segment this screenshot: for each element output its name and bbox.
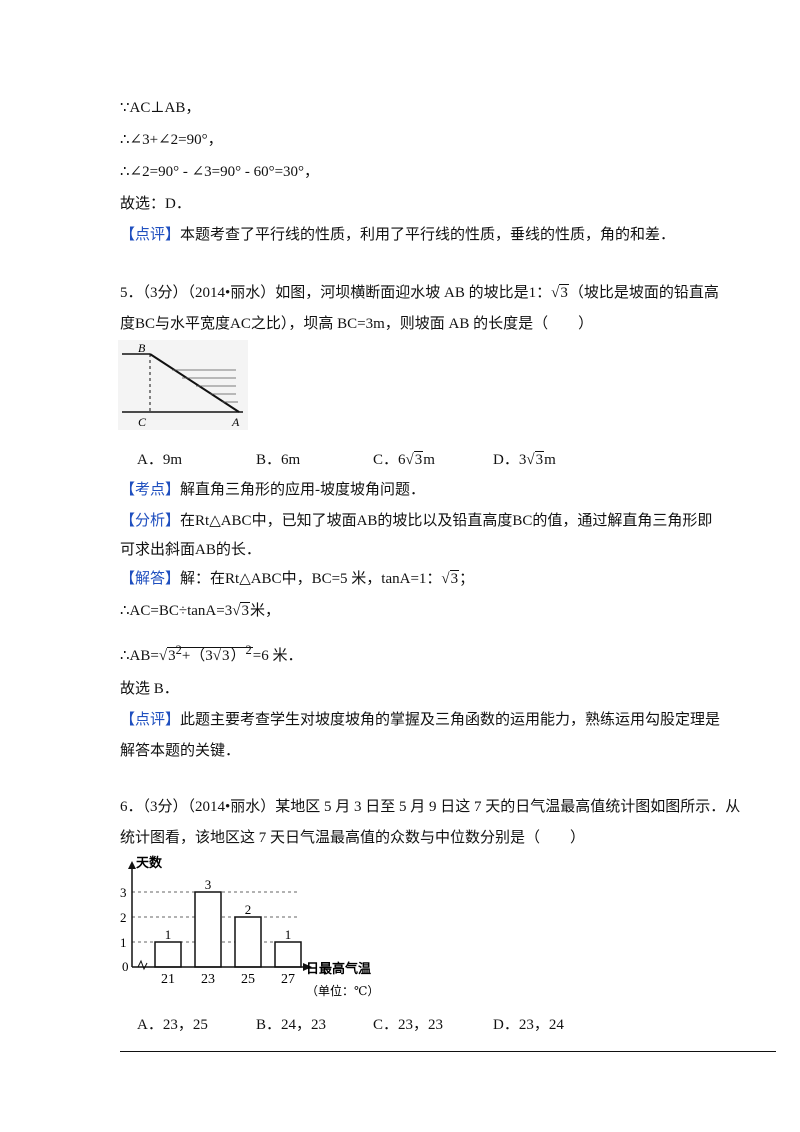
axis-break-icon — [137, 959, 148, 971]
paren: ） — [230, 648, 246, 664]
label-a: A — [231, 415, 240, 429]
base: 3 — [168, 648, 176, 664]
bar-data-label: 1 — [165, 927, 172, 942]
option-b[interactable]: B．6m — [256, 452, 301, 468]
q5-ratio-prefix: 1： — [528, 285, 552, 301]
sqrt-expression: √32+（3√3）2 — [158, 643, 253, 664]
bar-data-label: 2 — [245, 902, 252, 917]
option-d[interactable]: D．23，24 — [493, 1017, 564, 1033]
q6-stem-line2: 统计图看，该地区这 7 天日气温最高值的众数与中位数分别是（ ） — [120, 830, 586, 846]
fenxi-line2: 可求出斜面AB的长． — [120, 542, 261, 558]
radicand: 32+（3√3）2 — [167, 643, 253, 664]
page-divider — [120, 1051, 776, 1052]
comment-text: 此题主要考查学生对坡度坡角的掌握及三角函数的运用能力，熟练运用勾股定理是 — [180, 712, 721, 728]
jieda-text: 解：在Rt△ABC中，BC=5 米，tanA=1： — [180, 571, 442, 587]
solution-line: ∴∠2=90° - ∠3=90° - 60°=30°， — [120, 164, 320, 180]
x-axis-arrow — [303, 963, 312, 971]
comment-line: 【点评】此题主要考查学生对坡度坡角的掌握及三角函数的运用能力，熟练运用勾股定理是 — [120, 710, 720, 730]
option-c[interactable]: C．23，23 — [373, 1017, 444, 1033]
coefficient: 6 — [398, 452, 406, 468]
radicand: 3 — [240, 602, 250, 619]
step1-line: ∴AC=BC÷tanA=3√3米， — [120, 601, 280, 621]
option-b[interactable]: B．24，23 — [256, 1017, 327, 1033]
q5-stem-text: （坡比是坡面的铅直高 — [568, 285, 719, 301]
solution-line: ∵AC⊥AB， — [120, 100, 201, 116]
comment-line2: 解答本题的关键． — [120, 743, 241, 759]
kaodian-tag: 【考点】 — [120, 482, 181, 498]
exponent: 2 — [175, 643, 182, 657]
step2-line: ∴AB=√32+（3√3）2=6 米． — [120, 640, 303, 666]
x-tick-label: 23 — [201, 972, 215, 987]
step-text: ∴AC=BC÷tanA=3 — [120, 603, 233, 619]
option-a[interactable]: A．23，25 — [137, 1017, 208, 1033]
bar-data-label: 1 — [285, 927, 292, 942]
q5-stem-line2: 度BC与水平宽度AC之比），坝高 BC=3m，则坡面 AB 的长度是（ ） — [120, 316, 594, 332]
q6-stem-line1: 6．（3分）（2014•丽水）某地区 5 月 3 日至 5 月 9 日这 7 天… — [120, 799, 741, 815]
label-c: C — [138, 415, 147, 429]
option-label: D． — [493, 452, 519, 468]
kaodian-text: 解直角三角形的应用-坡度坡角问题． — [180, 482, 426, 498]
unit-label: （单位：℃） — [306, 983, 379, 998]
jieda-line: 【解答】解：在Rt△ABC中，BC=5 米，tanA=1：√3； — [120, 569, 474, 589]
x-tick-label: 27 — [281, 972, 295, 987]
step-end: 米， — [249, 603, 280, 619]
sqrt-expression: √3 — [405, 451, 424, 468]
radicand: 3 — [534, 451, 545, 468]
comment-text: 本题考查了平行线的性质，利用了平行线的性质，垂线的性质，角的和差． — [180, 227, 676, 243]
option-c[interactable]: C．6√3m — [373, 450, 435, 470]
fenxi-line: 【分析】在Rt△ABC中，已知了坡面AB的坡比以及铅直高度BC的值，通过解直角三… — [120, 511, 712, 531]
bar — [154, 941, 182, 968]
bar — [194, 891, 222, 968]
comment-tag: 【点评】 — [120, 227, 181, 243]
unit: m — [423, 452, 435, 468]
fenxi-text: 在Rt△ABC中，已知了坡面AB的坡比以及铅直高度BC的值，通过解直角三角形即 — [180, 513, 713, 529]
y-axis-arrow — [128, 861, 136, 869]
exponent: 2 — [245, 643, 252, 657]
y-tick-label: 2 — [120, 910, 127, 925]
step-end: =6 米． — [252, 648, 303, 664]
radicand: 3 — [413, 451, 424, 468]
radicand: 3 — [559, 284, 569, 301]
kaodian-line: 【考点】解直角三角形的应用-坡度坡角问题． — [120, 480, 425, 500]
y-axis-title: 天数 — [136, 855, 163, 870]
comment-line: 【点评】本题考查了平行线的性质，利用了平行线的性质，垂线的性质，角的和差． — [120, 225, 675, 245]
fenxi-tag: 【分析】 — [120, 513, 181, 529]
sqrt-expression: √3 — [526, 451, 545, 468]
conclusion-line: 故选 B． — [120, 681, 179, 697]
radicand: 3 — [449, 570, 460, 587]
sqrt-expression: √3 — [212, 647, 231, 664]
comment-tag: 【点评】 — [120, 712, 181, 728]
sqrt-expression: √3 — [551, 284, 569, 301]
plus-term: +（3 — [181, 648, 213, 664]
option-a[interactable]: A．9m — [137, 452, 183, 468]
option-label: C． — [373, 452, 399, 468]
x-tick-label: 21 — [161, 972, 175, 987]
punctuation: ； — [459, 571, 475, 587]
unit: m — [544, 452, 556, 468]
solution-line: ∴∠3+∠2=90°， — [120, 132, 223, 148]
sqrt-expression: √3 — [232, 602, 250, 619]
q5-stem-text: 5．（3分）（2014•丽水）如图，河坝横断面迎水坡 AB 的坡比是 — [120, 285, 529, 301]
label-b: B — [138, 341, 146, 355]
x-tick-label: 25 — [241, 972, 255, 987]
x-axis-title: 日最高气温 — [306, 961, 371, 976]
bar — [234, 916, 262, 968]
jieda-tag: 【解答】 — [120, 571, 181, 587]
solution-line: 故选：D． — [120, 196, 191, 212]
bar — [274, 941, 302, 968]
q5-stem-line1: 5．（3分）（2014•丽水）如图，河坝横断面迎水坡 AB 的坡比是1：√3（坡… — [120, 283, 719, 303]
radicand: 3 — [221, 647, 231, 664]
sqrt-expression: √3 — [441, 570, 460, 587]
step-text: ∴AB= — [120, 648, 159, 664]
y-tick-label: 3 — [120, 885, 127, 900]
y-tick-label: 0 — [122, 959, 129, 974]
bar-data-label: 3 — [205, 877, 212, 892]
dam-cross-section-figure: B C A — [118, 340, 248, 430]
option-d[interactable]: D．3√3m — [493, 450, 556, 470]
coefficient: 3 — [518, 452, 527, 468]
y-tick-label: 1 — [120, 935, 127, 950]
